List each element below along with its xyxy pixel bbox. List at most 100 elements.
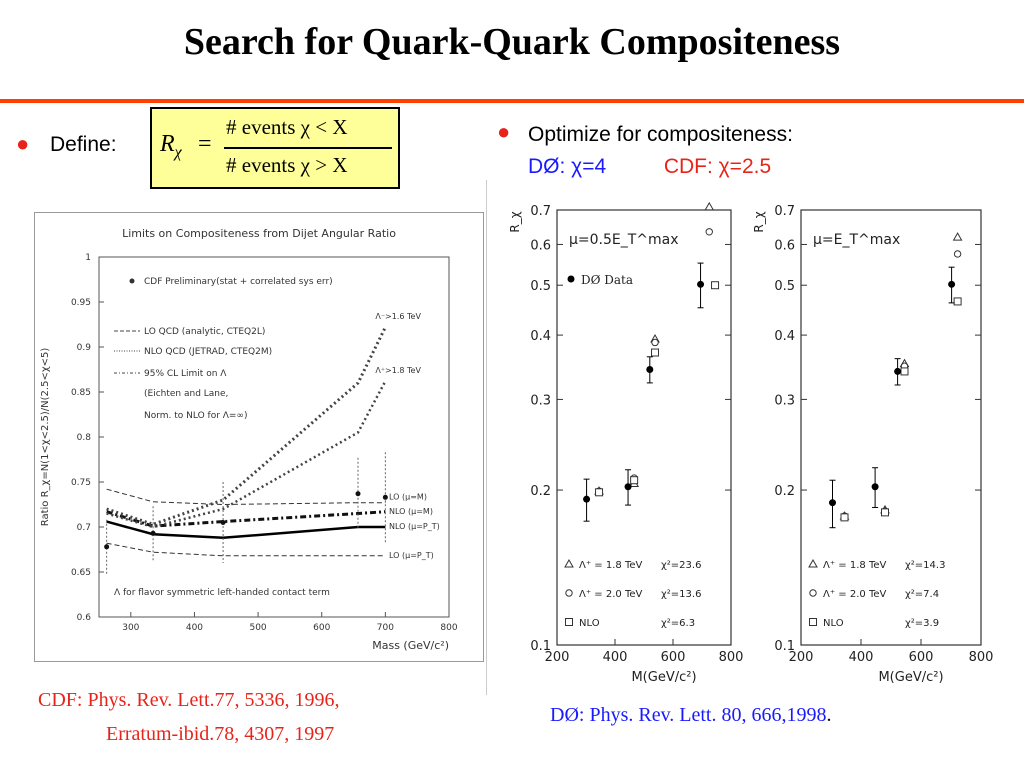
y-tick-label: 0.85	[71, 388, 91, 398]
d0-reference: DØ: Phys. Rev. Lett. 80, 666,1998.	[550, 704, 831, 727]
legend-chi2: χ²=6.3	[661, 618, 695, 629]
data-point	[646, 365, 654, 373]
y-tick-label: 0.2	[774, 484, 795, 499]
d0-reference-period: .	[826, 704, 832, 726]
theory-circle	[705, 228, 713, 236]
data-point	[948, 280, 956, 288]
data-point	[355, 491, 361, 497]
series-label: LO (μ=M)	[389, 492, 427, 501]
data-point	[382, 494, 388, 500]
chart-frame	[34, 212, 484, 662]
legend-entry: LO QCD (analytic, CTEQ2L)	[144, 327, 265, 337]
series-line	[106, 380, 387, 529]
series-line	[106, 488, 386, 506]
x-tick-label: 600	[909, 650, 934, 665]
x-tick-label: 600	[313, 623, 330, 633]
y-tick-label: 0.4	[530, 329, 551, 344]
y-tick-label: 0.8	[77, 433, 92, 443]
plot-area	[556, 209, 732, 646]
y-tick-label: 0.5	[530, 279, 551, 294]
y-axis-label: R_χ	[752, 211, 766, 232]
theory-square	[881, 508, 889, 517]
x-tick-label: 800	[969, 650, 994, 665]
legend-label: NLO	[579, 618, 600, 629]
theory-square	[651, 348, 660, 357]
y-tick-label: 0.6	[774, 238, 795, 253]
legend-entry: CDF Preliminary(stat + correlated sys er…	[144, 277, 333, 287]
data-point	[150, 530, 156, 536]
slide-title: Search for Quark-Quark Compositeness	[183, 21, 841, 63]
y-tick-label: 0.6	[530, 238, 551, 253]
legend-square	[565, 618, 573, 626]
data-point	[697, 280, 705, 288]
x-tick-label: 400	[186, 623, 203, 633]
y-tick-label: 0.3	[530, 393, 551, 408]
x-tick-label: 500	[249, 623, 266, 633]
y-tick-label: 0.1	[530, 639, 551, 654]
x-tick-label: 400	[849, 650, 874, 665]
divider-line	[486, 180, 487, 695]
plot-area	[800, 209, 982, 646]
x-tick-label: 800	[440, 623, 457, 633]
data-point	[894, 367, 902, 375]
legend-chi2: χ²=3.9	[905, 618, 939, 629]
x-tick-label: 700	[377, 623, 394, 633]
cdf-ratio-chart: Limits on Compositeness from Dijet Angul…	[34, 212, 484, 662]
fraction-bar	[224, 147, 392, 149]
legend-entry: NLO QCD (JETRAD, CTEQ2M)	[144, 347, 272, 357]
data-point	[583, 495, 591, 503]
theory-triangle	[952, 232, 963, 241]
data-point	[624, 483, 632, 491]
optimize-label: Optimize for compositeness:	[528, 123, 793, 146]
data-point	[104, 544, 110, 550]
legend-triangle	[564, 558, 574, 568]
theory-square	[630, 476, 639, 485]
bullet-optimize: ●	[497, 119, 511, 144]
theory-square	[953, 297, 962, 306]
mu-annotation: μ=E_T^max	[813, 232, 900, 248]
legend-chi2: χ²=14.3	[905, 560, 945, 571]
theory-square	[711, 281, 720, 290]
x-tick-label: 600	[661, 650, 686, 665]
series-label: NLO (μ=P_T)	[389, 522, 440, 531]
data-point	[220, 520, 226, 525]
legend-label: NLO	[823, 618, 844, 629]
legend-chi2: χ²=23.6	[661, 560, 701, 571]
theory-square	[595, 488, 604, 497]
legend-label: Λ⁺ = 1.8 TeV	[823, 560, 886, 571]
legend-entry: Norm. to NLO for Λ=∞)	[144, 411, 247, 421]
theory-circle	[651, 338, 659, 347]
x-tick-label: 200	[789, 650, 814, 665]
y-tick-label: 0.5	[774, 279, 795, 294]
theory-square	[900, 367, 909, 376]
x-tick-label: 800	[719, 650, 743, 665]
x-axis-label: M(GeV/c²)	[631, 670, 696, 685]
series-line	[106, 520, 386, 540]
y-axis-label: R_χ	[508, 211, 522, 232]
legend-circle	[565, 589, 573, 597]
x-axis-label: M(GeV/c²)	[878, 670, 943, 685]
title-rule	[0, 99, 1024, 103]
y-tick-label: 0.7	[77, 523, 91, 533]
series-label: LO (μ=P_T)	[389, 551, 434, 560]
y-tick-label: 0.1	[774, 639, 795, 654]
legend-entry: 95% CL Limit on Λ	[144, 369, 227, 379]
legend-data-marker	[567, 275, 575, 283]
legend-square	[809, 618, 817, 626]
legend-chi2: χ²=13.6	[661, 589, 701, 600]
y-tick-label: 0.7	[530, 204, 551, 219]
series-label: Λ⁺>1.8 TeV	[375, 366, 421, 375]
cdf-reference-line1: CDF: Phys. Rev. Lett.77, 5336, 1996,	[38, 689, 340, 711]
y-tick-label: 0.95	[71, 298, 91, 308]
ratio-formula: Rχ = # events χ < X # events χ > X	[150, 107, 400, 189]
d0-chart-half-et: 0.1 0.2 0.3 0.4 0.5 0.6 0.7 200 400 600 800 M(GeV/c…	[508, 201, 743, 685]
x-tick-label: 200	[545, 650, 570, 665]
chart-title: Limits on Compositeness from Dijet Angul…	[122, 227, 396, 240]
x-tick-label: 400	[603, 650, 628, 665]
y-tick-label: 0.65	[71, 568, 91, 578]
data-point	[829, 499, 836, 507]
chart-footnote: Λ for flavor symmetric left-handed conta…	[114, 588, 330, 598]
y-tick-label: 0.2	[530, 484, 551, 499]
bullet-define: ●	[16, 131, 30, 156]
cdf-reference: CDF: Phys. Rev. Lett.77, 5336, 1996, Err…	[38, 683, 340, 751]
